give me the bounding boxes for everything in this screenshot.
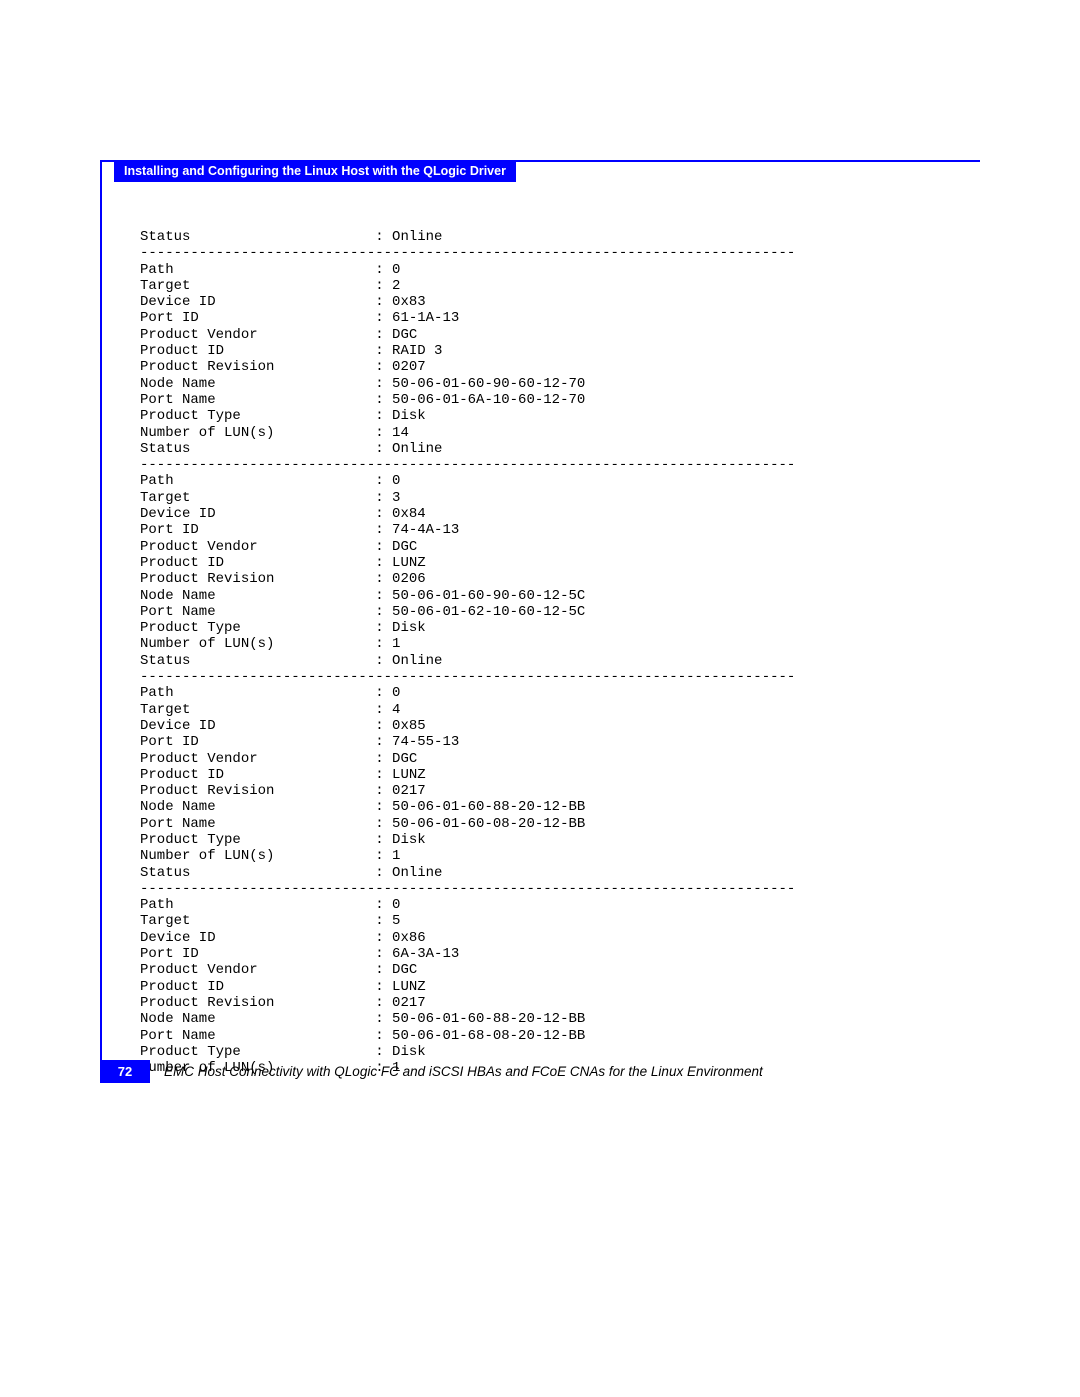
footer: 72 EMC Host Connectivity with QLogic FC …	[100, 1060, 980, 1083]
terminal-output: Status : Online ------------------------…	[140, 229, 980, 1076]
chapter-title-banner: Installing and Configuring the Linux Hos…	[114, 160, 516, 182]
header-region: Installing and Configuring the Linux Hos…	[100, 160, 980, 182]
page: Installing and Configuring the Linux Hos…	[0, 0, 1080, 1397]
page-number: 72	[118, 1064, 132, 1079]
page-number-badge: 72	[100, 1060, 150, 1083]
document-title: EMC Host Connectivity with QLogic FC and…	[164, 1064, 980, 1079]
chapter-title-text: Installing and Configuring the Linux Hos…	[124, 164, 506, 178]
left-vertical-rule	[100, 160, 102, 1066]
